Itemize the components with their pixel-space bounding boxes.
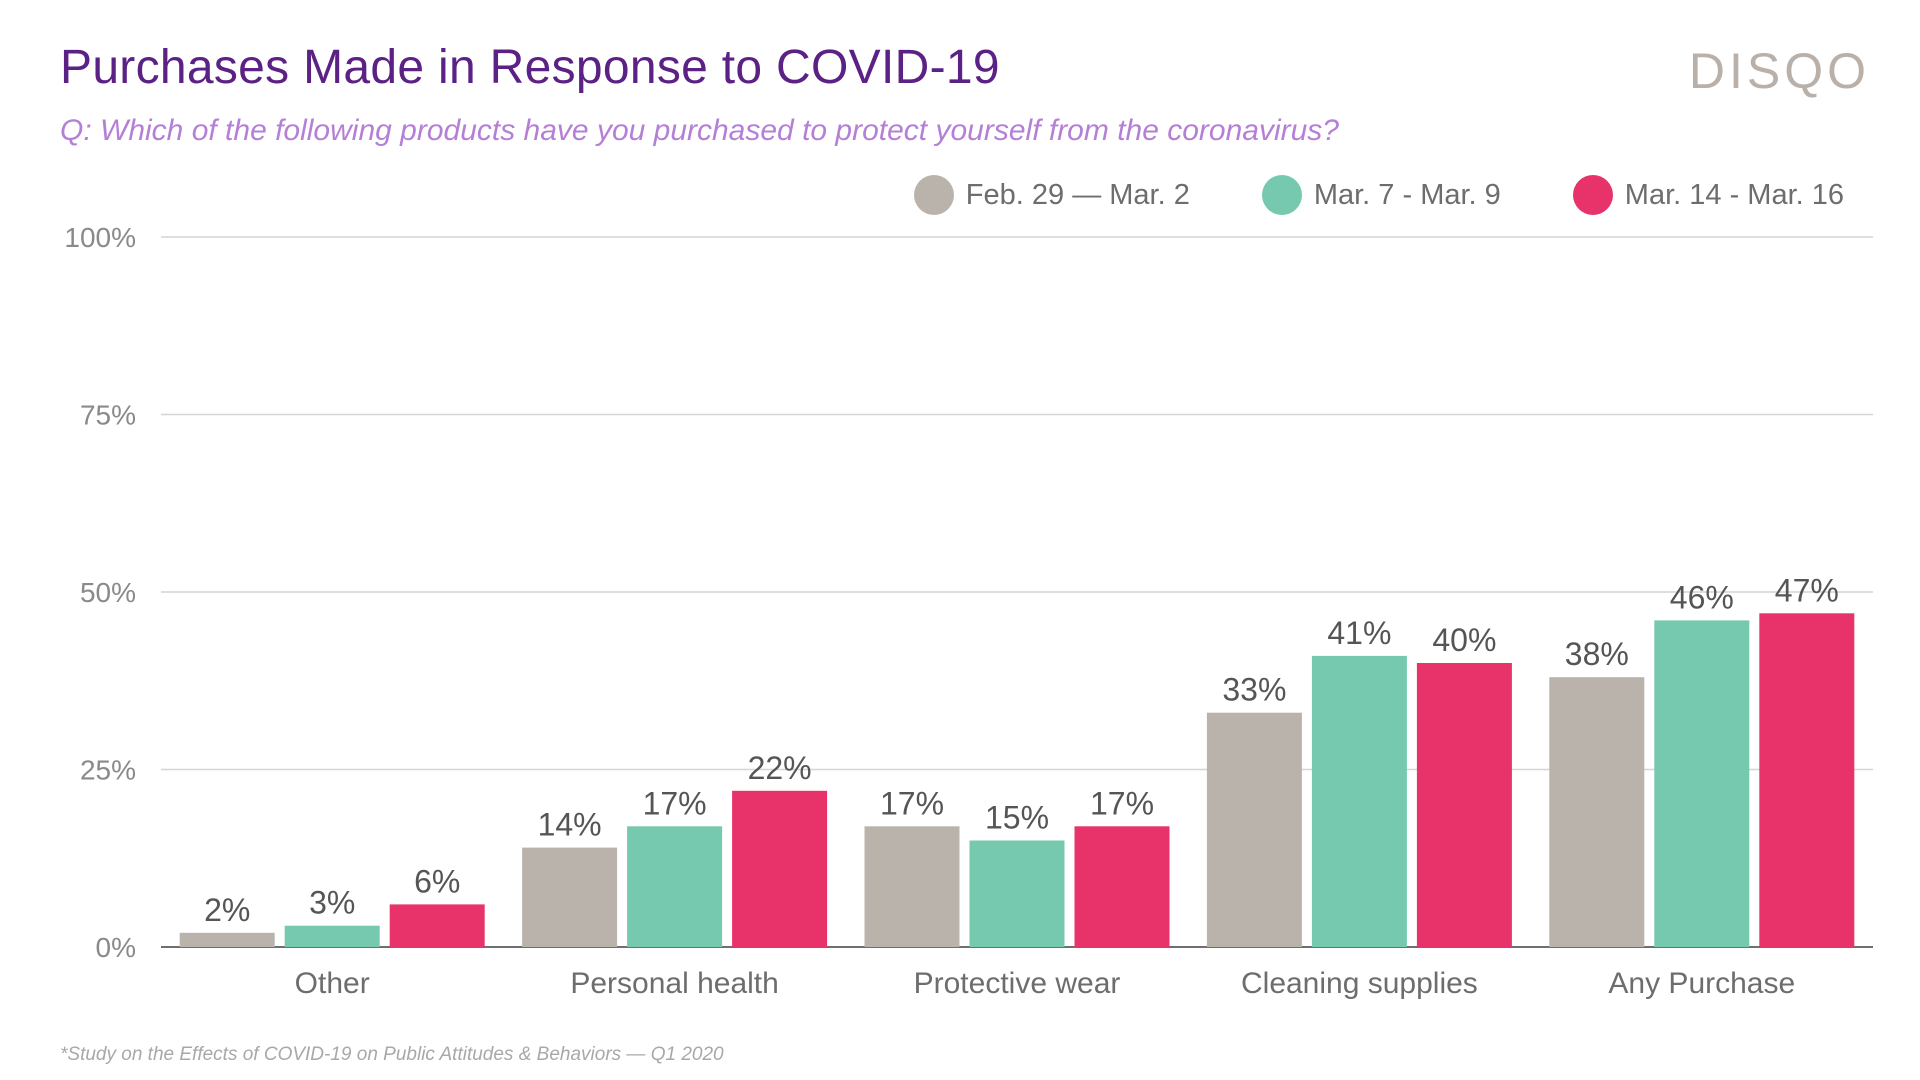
bar-cleaning-supplies-series-1 [1206, 712, 1302, 947]
legend-label-series-2: Mar. 7 - Mar. 9 [1313, 178, 1501, 211]
bar-personal-health-series-3 [732, 790, 828, 947]
data-label-other-series-2: 3% [309, 885, 355, 921]
data-label-protective-wear-series-1: 17% [880, 785, 944, 821]
bar-cleaning-supplies-series-3 [1416, 663, 1512, 947]
data-label-other-series-3: 6% [414, 863, 460, 899]
x-tick-label-cleaning-supplies: Cleaning supplies [1241, 967, 1478, 1000]
x-tick-label-personal-health: Personal health [570, 967, 778, 1000]
chart-subtitle: Q: Which of the following products have … [60, 114, 1339, 147]
legend-swatch-series-3 [1572, 175, 1613, 215]
bar-any-purchase-series-3 [1759, 613, 1855, 947]
bar-protective-wear-series-1 [864, 826, 960, 947]
legend-label-series-1: Feb. 29 — Mar. 2 [965, 178, 1190, 211]
y-tick-label-0: 0% [96, 932, 136, 963]
bar-protective-wear-series-2 [969, 840, 1065, 947]
data-label-protective-wear-series-2: 15% [985, 800, 1049, 836]
bar-any-purchase-series-1 [1549, 677, 1645, 947]
data-label-any-purchase-series-1: 38% [1565, 636, 1629, 672]
data-label-other-series-1: 2% [204, 892, 250, 928]
legend-swatch-series-2 [1261, 175, 1302, 215]
data-label-cleaning-supplies-series-1: 33% [1222, 672, 1286, 708]
bar-other-series-3 [389, 904, 485, 947]
data-label-cleaning-supplies-series-2: 41% [1327, 615, 1391, 651]
legend-label-series-3: Mar. 14 - Mar. 16 [1624, 178, 1844, 211]
data-label-protective-wear-series-3: 17% [1090, 785, 1154, 821]
x-tick-label-other: Other [295, 967, 370, 1000]
data-label-personal-health-series-1: 14% [538, 807, 602, 843]
legend-swatch-series-1 [913, 175, 954, 215]
x-tick-label-any-purchase: Any Purchase [1608, 967, 1795, 1000]
footnote: *Study on the Effects of COVID-19 on Pub… [60, 1044, 724, 1065]
bar-protective-wear-series-3 [1074, 826, 1170, 947]
bar-other-series-2 [284, 925, 380, 947]
bar-personal-health-series-1 [522, 847, 618, 947]
legend: Feb. 29 — Mar. 2 Mar. 7 - Mar. 9 Mar. 14… [913, 175, 1844, 215]
bar-personal-health-series-2 [627, 826, 723, 947]
y-tick-label-25: 25% [80, 755, 136, 786]
legend-item-series-1: Feb. 29 — Mar. 2 [913, 175, 1190, 215]
y-tick-label-50: 50% [80, 577, 136, 608]
y-tick-label-75: 75% [80, 400, 136, 431]
bar-cleaning-supplies-series-2 [1311, 655, 1407, 947]
bar-other-series-1 [179, 932, 275, 947]
brand-logo: DISQO [1688, 43, 1870, 99]
data-label-cleaning-supplies-series-3: 40% [1432, 622, 1496, 658]
data-label-any-purchase-series-3: 47% [1775, 572, 1839, 608]
data-label-personal-health-series-3: 22% [748, 750, 812, 786]
legend-item-series-2: Mar. 7 - Mar. 9 [1261, 175, 1501, 215]
y-tick-label-100: 100% [64, 222, 136, 253]
data-label-any-purchase-series-2: 46% [1670, 579, 1734, 615]
legend-item-series-3: Mar. 14 - Mar. 16 [1572, 175, 1844, 215]
data-label-personal-health-series-2: 17% [643, 785, 707, 821]
x-tick-label-protective-wear: Protective wear [914, 967, 1121, 1000]
bar-any-purchase-series-2 [1654, 620, 1750, 947]
chart-title: Purchases Made in Response to COVID-19 [60, 41, 1000, 94]
